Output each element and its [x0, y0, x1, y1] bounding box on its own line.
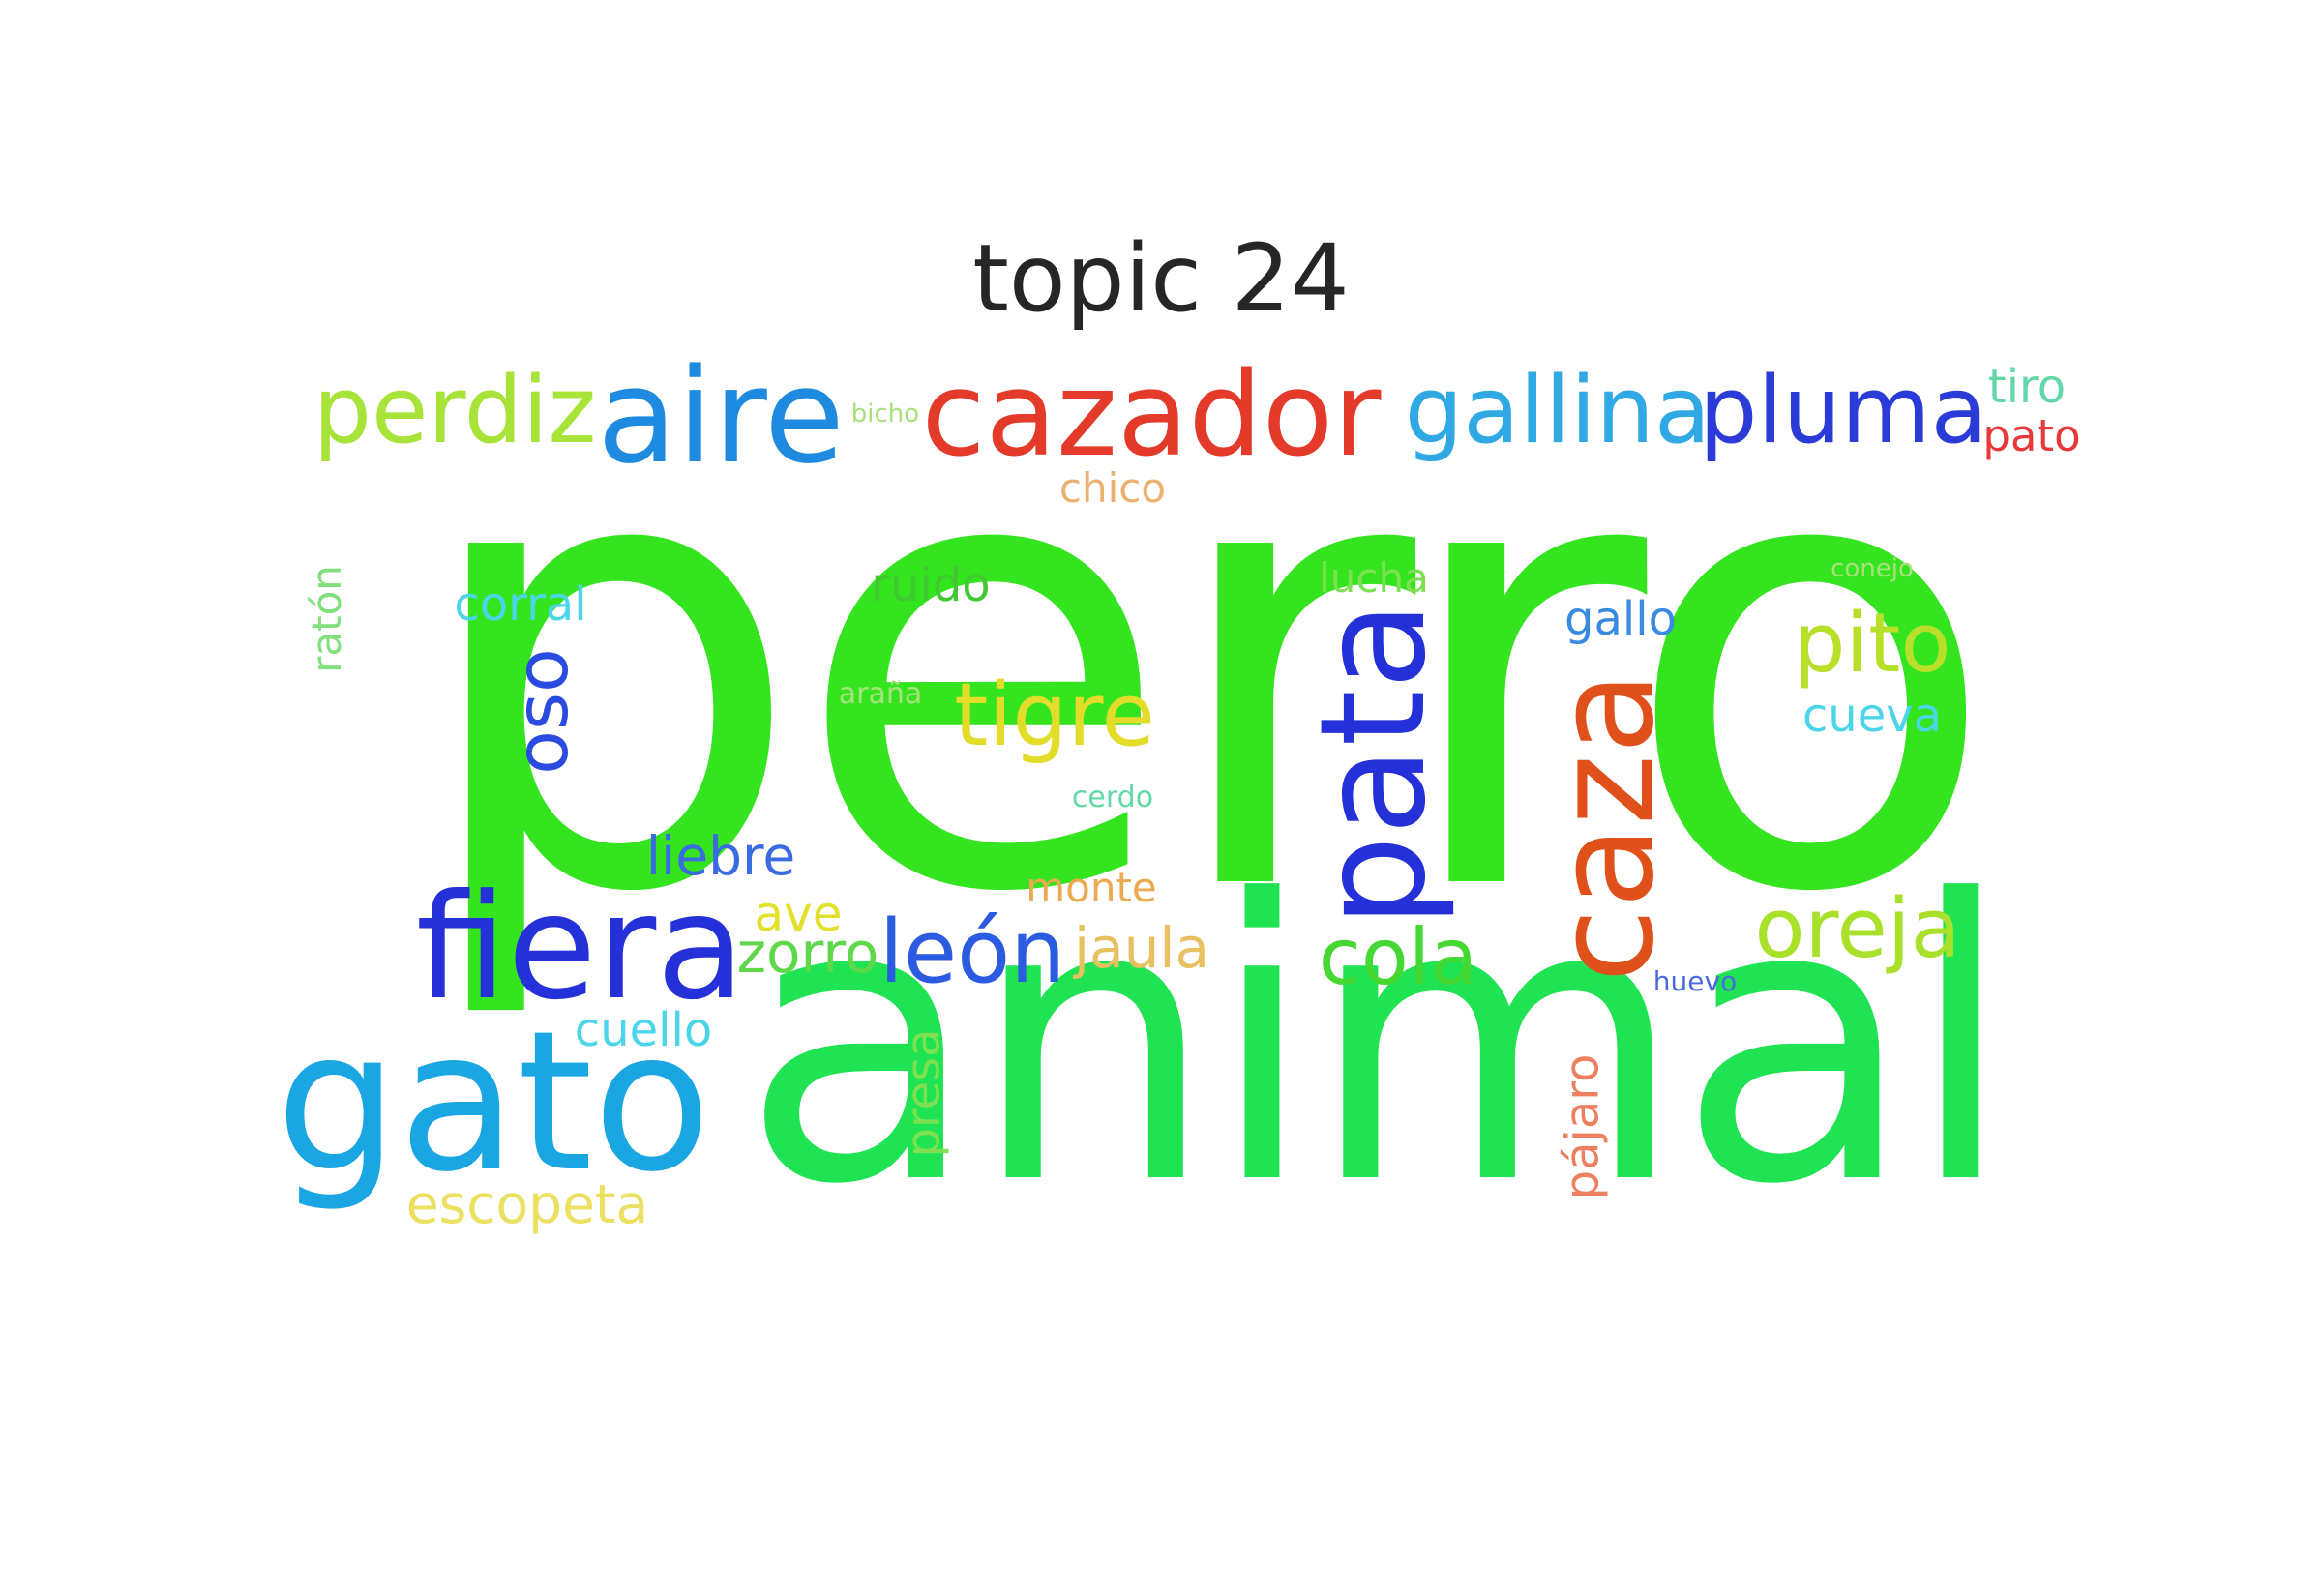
- cloud-title: topic 24: [972, 224, 1350, 333]
- word-3: gato: [275, 990, 712, 1215]
- word-6: caza: [1526, 670, 1684, 984]
- word-12: tigre: [954, 665, 1155, 766]
- word-23: corral: [454, 577, 587, 632]
- word-7: aire: [597, 340, 845, 492]
- word-31: ave: [754, 886, 843, 942]
- word-4: fiera: [415, 864, 746, 1032]
- word-16: cola: [1318, 912, 1478, 1002]
- word-26: ruido: [871, 558, 991, 612]
- word-32: monte: [1026, 864, 1157, 911]
- word-2: animal: [741, 819, 2014, 1269]
- word-20: liebre: [645, 824, 796, 887]
- word-30: lucha: [1319, 554, 1429, 602]
- word-36: araña: [838, 677, 923, 711]
- word-40: huevo: [1652, 965, 1738, 997]
- word-17: oso: [498, 647, 584, 775]
- word-33: presa: [896, 1028, 951, 1158]
- word-8: cazador: [921, 348, 1382, 483]
- word-5: pata: [1290, 601, 1458, 928]
- word-24: cueva: [1801, 689, 1943, 743]
- word-14: oreja: [1754, 880, 1961, 977]
- word-35: ratón: [302, 565, 350, 673]
- word-34: pájaro: [1555, 1053, 1609, 1200]
- word-39: bicho: [850, 399, 920, 429]
- word-18: zorro: [736, 920, 879, 986]
- word-1: perro: [411, 307, 2000, 1027]
- word-11: perdiz: [313, 357, 597, 464]
- word-29: chico: [1058, 464, 1167, 512]
- word-27: tiro: [1987, 360, 2067, 414]
- word-37: cerdo: [1071, 781, 1154, 814]
- word-21: escopeta: [405, 1172, 649, 1235]
- word-19: jaula: [1073, 915, 1210, 981]
- word-15: pito: [1793, 595, 1951, 692]
- word-22: cuello: [574, 1003, 713, 1057]
- word-28: pato: [1982, 409, 2081, 461]
- word-13: león: [878, 901, 1066, 1003]
- word-38: conejo: [1831, 554, 1914, 583]
- word-10: pluma: [1699, 357, 1987, 464]
- word-9: gallina: [1404, 357, 1712, 464]
- word-25: gallo: [1564, 592, 1677, 646]
